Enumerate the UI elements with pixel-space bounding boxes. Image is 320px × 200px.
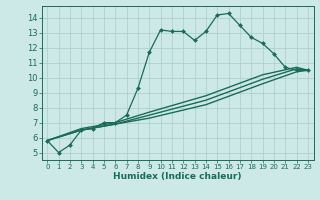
X-axis label: Humidex (Indice chaleur): Humidex (Indice chaleur) [113,172,242,181]
